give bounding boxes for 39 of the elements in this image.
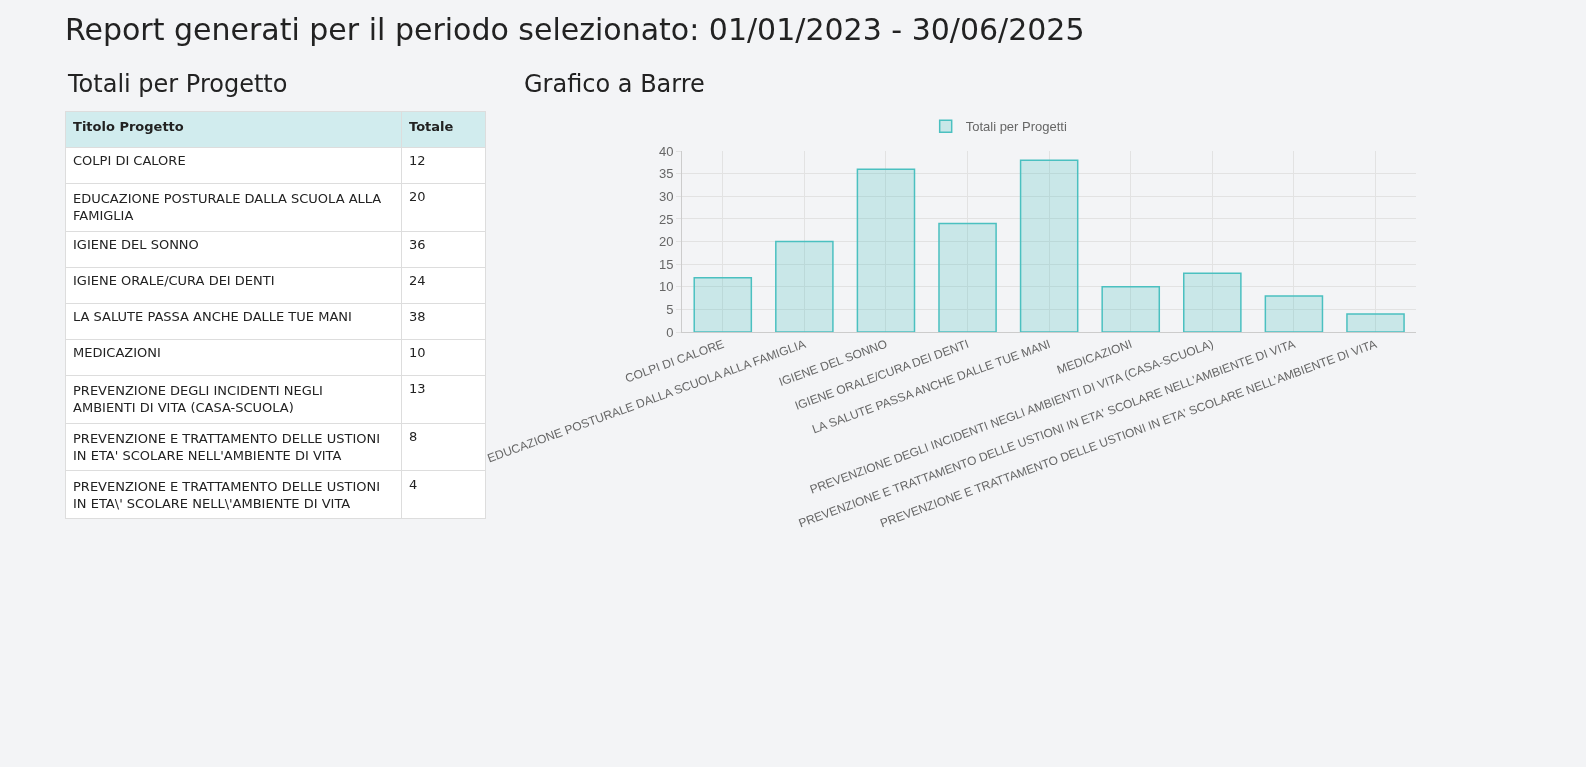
y-tick-label: 5 <box>666 302 674 318</box>
y-tick-label: 25 <box>658 211 674 227</box>
category-label: COLPI DI CALORE <box>73 152 186 168</box>
legend-label: Totali per Progetti <box>965 119 1067 135</box>
category-label: LA SALUTE PASSA ANCHE DALLE TUE MANI <box>73 308 352 324</box>
y-tick-label: 20 <box>658 234 674 250</box>
y-tick-label: 10 <box>658 279 674 295</box>
bar <box>1101 286 1161 333</box>
bar <box>938 222 997 333</box>
bar <box>1183 272 1242 333</box>
data-label: 24 <box>409 272 426 288</box>
text: Totali per Progetto <box>67 70 288 98</box>
bar <box>1019 159 1079 333</box>
data-label: 10 <box>409 344 426 360</box>
bar <box>775 240 834 333</box>
category-label: PREVENZIONE E TRATTAMENTO DELLE USTIONI IN ETA\' SCOLARE NELL\'AMBIENTE DI VITA <box>73 478 381 511</box>
category-label: EDUCAZIONE POSTURALE DALLA SCUOLA ALLA FAMIGLIA <box>73 191 382 224</box>
bar <box>1264 295 1324 333</box>
text: Titolo Progetto <box>73 119 184 135</box>
data-label: 12 <box>409 152 426 168</box>
y-tick-label: 0 <box>666 324 674 340</box>
y-tick-label: 35 <box>658 166 674 182</box>
y-tick-label: 15 <box>658 256 674 272</box>
text: Report generati per il periodo selezionato: 01/01/2023 - 30/06/2025 <box>65 12 1085 48</box>
bar <box>1346 313 1405 333</box>
bar <box>856 168 916 333</box>
data-label: 20 <box>409 188 426 204</box>
y-tick-label: 40 <box>658 143 674 159</box>
text: Totale <box>409 119 454 135</box>
bar <box>693 277 753 333</box>
data-label: 13 <box>409 380 426 396</box>
y-tick-label: 30 <box>658 188 674 204</box>
data-label: 38 <box>409 308 426 324</box>
data-label: 36 <box>409 236 426 252</box>
data-label: 4 <box>409 476 418 492</box>
category-label: IGIENE ORALE/CURA DEI DENTI <box>73 272 275 288</box>
chart-title: Grafico a Barre <box>524 70 705 98</box>
data-label: 8 <box>409 428 418 444</box>
category-label: IGIENE DEL SONNO <box>73 236 199 252</box>
